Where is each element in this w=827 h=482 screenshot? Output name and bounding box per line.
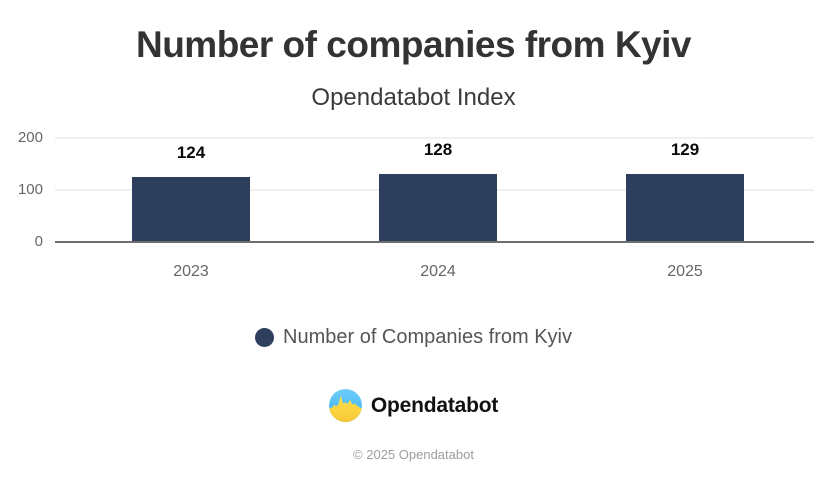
x-axis-label-2023: 2023 [173, 263, 209, 280]
bar-2024 [379, 174, 497, 241]
copyright-text: © 2025 Opendatabot [353, 447, 474, 462]
bar-value-label: 129 [670, 139, 700, 159]
bar-value-label: 128 [423, 140, 453, 160]
chart-title: Number of companies from Kyiv [135, 24, 692, 65]
gridline-200 [55, 137, 814, 139]
y-tick-100: 100 [17, 181, 43, 198]
legend-marker-circle [255, 328, 274, 347]
chart-subtitle: Opendatabot Index [311, 84, 516, 111]
y-tick-200: 200 [17, 129, 43, 146]
x-axis-label-2025: 2025 [667, 263, 703, 280]
bar-2023 [132, 176, 250, 241]
legend-label: Number of Companies from Kyiv [283, 326, 572, 348]
legend-item[interactable]: Number of Companies from Kyiv [0, 326, 827, 349]
opendatabot-branding: Opendatabot [0, 389, 827, 422]
opendatabot-pulse-icon [328, 389, 362, 422]
x-axis-label-2024: 2024 [420, 263, 456, 280]
bar-2025 [626, 173, 744, 241]
y-tick-0: 0 [34, 233, 43, 250]
x-axis-line [55, 241, 814, 243]
opendatabot-logo-text: Opendatabot [370, 393, 499, 417]
bar-value-label: 124 [176, 142, 206, 162]
